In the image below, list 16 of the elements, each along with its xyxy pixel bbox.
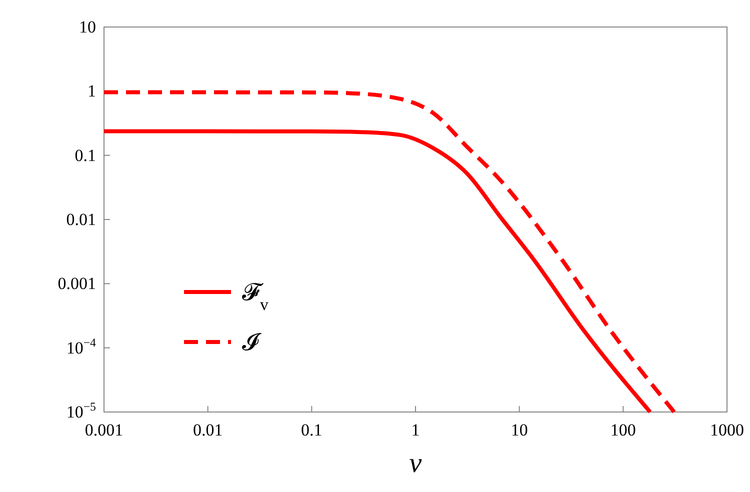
x-tick-label: 100 bbox=[610, 420, 636, 440]
y-tick-label: 0.01 bbox=[66, 210, 96, 229]
y-tick-label: 0.1 bbox=[74, 146, 96, 165]
x-tick-label: 1000 bbox=[710, 420, 744, 440]
y-tick-label: 1 bbox=[88, 82, 96, 101]
x-tick-label: 1 bbox=[411, 420, 420, 440]
y-tick-label: 0.001 bbox=[58, 274, 96, 294]
x-axis-title: v bbox=[409, 448, 422, 479]
y-tick-label: 10 bbox=[79, 17, 96, 36]
y-tick-label: 10$^{−4}$ bbox=[66, 335, 96, 358]
x-tick-label: 10 bbox=[510, 420, 528, 440]
x-tick-label: 0.1 bbox=[301, 420, 322, 440]
legend-label: 𝓘 bbox=[242, 330, 262, 356]
y-tick-label: 10$^{−5}$ bbox=[66, 399, 96, 422]
legend-label: 𝓕$_{v}$ bbox=[242, 280, 269, 314]
x-tick-label: 0.01 bbox=[192, 420, 223, 440]
